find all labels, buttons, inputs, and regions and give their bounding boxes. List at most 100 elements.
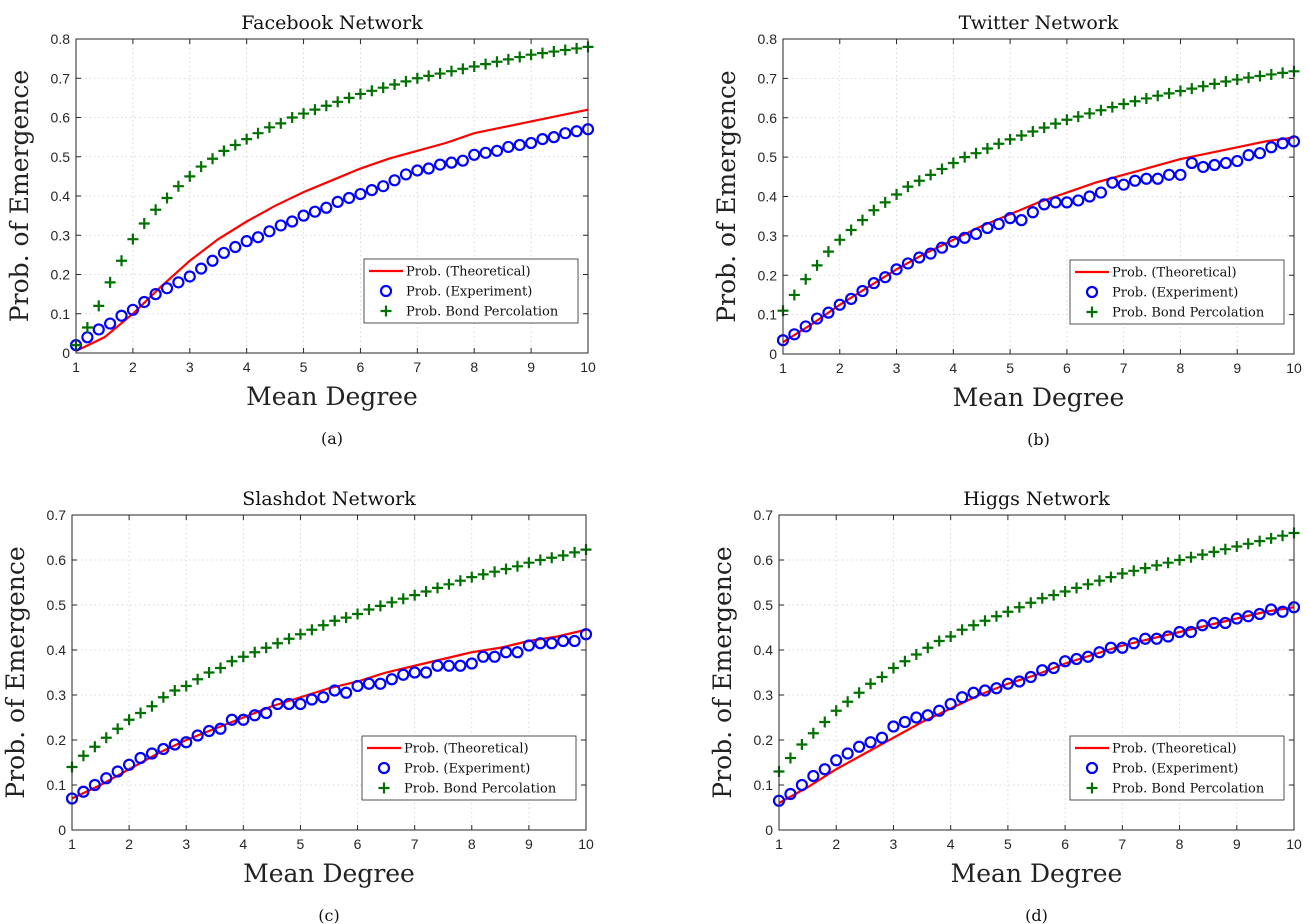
percolation-point bbox=[557, 550, 569, 561]
percolation-point bbox=[1139, 562, 1151, 574]
percolation-point bbox=[990, 610, 1002, 622]
panel-caption: (b) bbox=[1027, 430, 1050, 449]
percolation-point bbox=[856, 214, 868, 226]
percolation-point bbox=[400, 75, 412, 87]
x-tick-label: 4 bbox=[949, 360, 957, 376]
percolation-point bbox=[1082, 578, 1094, 590]
x-tick-label: 2 bbox=[129, 359, 137, 375]
legend-label: Prob. (Theoretical) bbox=[406, 265, 531, 280]
x-tick-label: 6 bbox=[1063, 360, 1071, 376]
percolation-point bbox=[525, 49, 537, 61]
percolation-point bbox=[571, 42, 583, 54]
experiment-point bbox=[214, 722, 227, 735]
percolation-point bbox=[502, 53, 514, 65]
experiment-point bbox=[1060, 196, 1073, 209]
percolation-point bbox=[354, 88, 366, 100]
y-tick-label: 0.7 bbox=[758, 70, 778, 86]
percolation-point bbox=[1208, 546, 1220, 558]
experiment-point bbox=[111, 765, 124, 778]
experiment-point bbox=[969, 227, 983, 241]
y-tick-label: 0.3 bbox=[51, 227, 71, 243]
experiment-point bbox=[1162, 168, 1176, 181]
experiment-point bbox=[924, 247, 937, 260]
percolation-point bbox=[1015, 129, 1027, 141]
series-plus bbox=[773, 527, 1300, 777]
percolation-point bbox=[123, 714, 135, 726]
legend: Prob. (Theoretical) Prob. (Experiment) Pro… bbox=[1069, 259, 1285, 325]
percolation-point bbox=[842, 696, 854, 708]
legend-label: Prob. Bond Percolation bbox=[1112, 782, 1265, 797]
y-tick-label: 0.1 bbox=[758, 307, 778, 323]
experiment-point bbox=[1208, 158, 1221, 172]
experiment-point bbox=[248, 709, 261, 722]
percolation-point bbox=[993, 138, 1005, 150]
percolation-point bbox=[830, 705, 842, 717]
percolation-point bbox=[1061, 114, 1073, 126]
chart-panel-3: 1 2 3 4 5 6 7 8 9 10 0 0.1 0.2 0.3 0.4 0.5 0.6 0.7 Slashdo… bbox=[1, 488, 594, 924]
legend-label: Prob. (Experiment) bbox=[1112, 286, 1238, 301]
chart-title: Higgs Network bbox=[963, 488, 1110, 510]
percolation-point bbox=[480, 58, 492, 70]
experiment-point bbox=[958, 231, 971, 244]
y-tick-label: 0.2 bbox=[758, 267, 778, 283]
experiment-point bbox=[92, 323, 105, 336]
x-tick-label: 1 bbox=[779, 360, 787, 376]
y-tick-label: 0.6 bbox=[754, 552, 774, 568]
percolation-point bbox=[1105, 571, 1117, 583]
experiment-point bbox=[513, 138, 526, 152]
chart-panel-1: 1 2 3 4 5 6 7 8 9 10 0 0.1 0.2 0.3 0.4 0.5 0.6 0.7 0.8 Face… bbox=[5, 12, 596, 448]
percolation-point bbox=[306, 624, 318, 636]
experiment-point bbox=[913, 251, 926, 264]
percolation-point bbox=[853, 687, 865, 699]
percolation-point bbox=[1163, 87, 1175, 99]
legend-plus-swatch bbox=[378, 782, 390, 794]
y-tick-label: 0 bbox=[769, 346, 777, 362]
experiment-point bbox=[240, 235, 253, 248]
experiment-point bbox=[901, 257, 915, 270]
experiment-point bbox=[1127, 637, 1140, 650]
percolation-point bbox=[959, 151, 971, 163]
experiment-point bbox=[822, 306, 835, 319]
x-tick-label: 7 bbox=[1120, 360, 1128, 376]
legend-box bbox=[1069, 259, 1285, 325]
percolation-point bbox=[922, 642, 934, 654]
percolation-point bbox=[1209, 78, 1221, 90]
percolation-point bbox=[1002, 606, 1014, 618]
experiment-point bbox=[488, 650, 501, 663]
experiment-point bbox=[788, 328, 801, 341]
experiment-point bbox=[890, 263, 903, 276]
experiment-point bbox=[522, 639, 535, 652]
experiment-point bbox=[1151, 172, 1164, 185]
experiment-point bbox=[206, 254, 219, 267]
experiment-point bbox=[411, 164, 424, 177]
percolation-point bbox=[511, 560, 523, 572]
percolation-point bbox=[100, 732, 112, 744]
percolation-point bbox=[172, 180, 184, 192]
percolation-point bbox=[389, 79, 401, 91]
experiment-point bbox=[274, 219, 287, 232]
percolation-point bbox=[241, 133, 253, 145]
y-tick-label: 0.8 bbox=[758, 31, 778, 47]
percolation-point bbox=[1027, 126, 1039, 138]
experiment-point bbox=[1081, 650, 1095, 663]
experiment-point bbox=[1196, 619, 1209, 632]
percolation-point bbox=[1152, 90, 1164, 102]
percolation-point bbox=[910, 649, 922, 660]
experiment-point bbox=[898, 715, 911, 729]
chart-title: Facebook Network bbox=[241, 12, 423, 34]
legend: Prob. (Theoretical) Prob. (Experiment) Pro… bbox=[363, 258, 579, 324]
experiment-point bbox=[992, 217, 1005, 231]
x-tick-label: 4 bbox=[239, 836, 247, 852]
experiment-point bbox=[856, 284, 869, 298]
series-circle bbox=[69, 123, 595, 352]
experiment-point bbox=[183, 270, 196, 283]
x-tick-label: 10 bbox=[578, 836, 594, 852]
percolation-point bbox=[1174, 554, 1186, 566]
percolation-point bbox=[819, 716, 831, 728]
y-tick-label: 0.1 bbox=[47, 777, 67, 793]
y-tick-label: 0.3 bbox=[47, 687, 67, 703]
percolation-point bbox=[548, 46, 560, 58]
percolation-point bbox=[420, 586, 432, 597]
experiment-point bbox=[385, 673, 398, 686]
percolation-point bbox=[332, 96, 344, 108]
